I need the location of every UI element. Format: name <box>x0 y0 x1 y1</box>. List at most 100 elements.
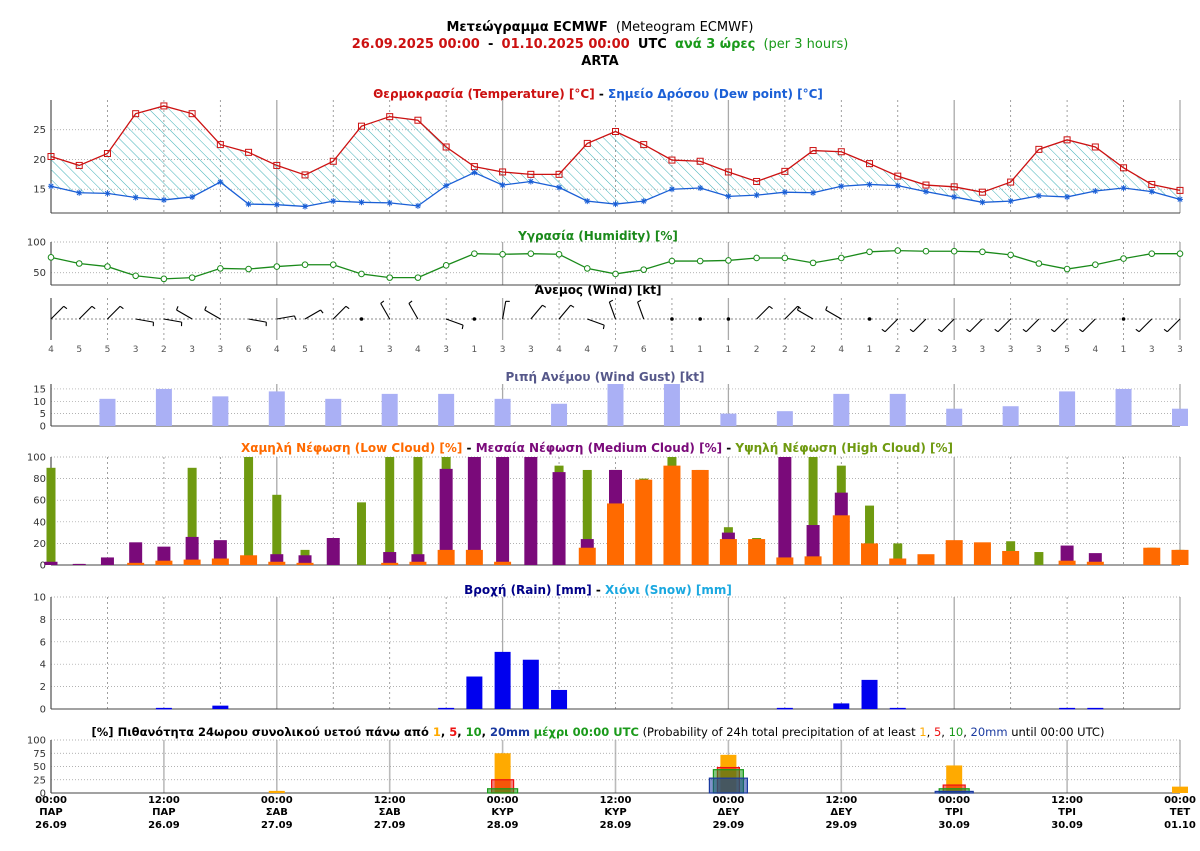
wind-barb <box>50 305 65 320</box>
gust-panel: 0 510 15 <box>33 384 1188 433</box>
gust-ytick-label: 5 <box>40 409 46 420</box>
wind-barb-flag <box>345 305 350 310</box>
wind-speed-label: 3 <box>500 345 506 355</box>
wind-barb <box>248 318 267 323</box>
wind-barb-flag <box>119 305 124 310</box>
cloud-title-sep2: - <box>722 441 735 455</box>
high-cloud-title: Υψηλή Νέφωση (High Cloud) [%] <box>734 441 953 455</box>
low-cloud-bar <box>776 557 794 565</box>
x-tick-date: 28.09 <box>487 820 519 831</box>
humidity-marker <box>725 257 732 264</box>
temperature-marker <box>1148 180 1156 188</box>
prob-bar-1 <box>268 790 285 793</box>
dew-point-marker <box>443 182 450 189</box>
wind-calm-dot <box>472 317 477 321</box>
wind-speed-label: 6 <box>246 345 252 355</box>
x-tick-time: 00:00 <box>261 795 293 806</box>
wind-speed-label: 3 <box>443 345 449 355</box>
temperature-marker <box>442 143 450 151</box>
high-cloud-bar <box>46 467 56 565</box>
humidity-marker <box>245 265 252 273</box>
mid-cloud-bar <box>298 555 312 565</box>
x-tick-time: 00:00 <box>938 795 970 806</box>
humidity-marker <box>1092 261 1099 269</box>
header-step-bold: ανά 3 ώρες <box>675 37 755 52</box>
rain-bar <box>889 707 906 710</box>
wind-speed-label: 4 <box>330 345 336 355</box>
wind-barb <box>502 301 507 320</box>
low-cloud-bar <box>917 554 935 565</box>
wind-barb-flag <box>769 305 773 310</box>
rain-bar <box>522 659 539 709</box>
wind-speed-label: 5 <box>302 345 308 355</box>
humidity-marker <box>358 270 365 278</box>
wind-speed-label: 3 <box>133 345 139 355</box>
rain-bar <box>861 679 878 709</box>
wind-barb <box>107 305 121 320</box>
prob-ytick-label: 0 <box>40 789 46 800</box>
wind-speed-label: 2 <box>895 345 901 355</box>
gust-bar <box>551 403 568 426</box>
rain-bar <box>494 651 511 709</box>
humidity-marker <box>866 248 873 256</box>
low-cloud-bar <box>1143 547 1161 565</box>
wind-speed-label: 4 <box>415 345 421 355</box>
mid-cloud-bar <box>185 536 199 565</box>
low-cloud-bar <box>804 556 822 565</box>
humidity-ytick-label: 100 <box>27 238 46 249</box>
mid-cloud-bar <box>100 557 114 565</box>
wind-barb-flag <box>909 328 914 333</box>
humidity-marker <box>160 275 168 283</box>
gust-bar <box>438 393 455 426</box>
header-range-utc: UTC <box>638 37 667 52</box>
wind-barb <box>204 309 221 320</box>
low-cloud-bar <box>409 561 427 565</box>
high-cloud-bar <box>413 457 423 565</box>
rain-bar <box>466 676 483 709</box>
wind-barb <box>997 318 1012 333</box>
gust-bar <box>1059 391 1076 426</box>
gust-ytick-label: 0 <box>40 422 46 433</box>
low-cloud-bar <box>1171 549 1189 565</box>
dew-point-marker <box>217 179 224 186</box>
temperature-marker <box>386 113 394 121</box>
prob-title-gr: [%] Πιθανότητα 24ωρου συνολικού υετού πά… <box>92 725 429 739</box>
wind-speed-label: 7 <box>613 345 619 355</box>
high-cloud-bar <box>244 457 254 565</box>
rain-bar <box>212 705 229 709</box>
dew-point-marker <box>1120 185 1127 192</box>
wind-calm-dot <box>698 317 702 321</box>
humidity-panel-title: Υγρασία (Humidity) [%] <box>517 229 678 243</box>
wind-barb-flag <box>602 325 605 330</box>
temperature-marker <box>668 156 676 164</box>
humidity-panel: 50 100 <box>27 238 1184 286</box>
prob-thr-5: 5 <box>449 725 457 739</box>
wind-barb <box>587 318 605 326</box>
wind-barb <box>408 303 419 320</box>
humidity-marker <box>329 261 337 269</box>
high-cloud-bar <box>187 467 197 565</box>
wind-speed-label: 3 <box>1036 345 1042 355</box>
wind-barb <box>608 301 617 320</box>
wind-barb-flag <box>570 304 575 308</box>
wind-barb <box>941 318 955 333</box>
x-tick-time: 12:00 <box>600 795 632 806</box>
header-line2: 26.09.2025 00:00 - 01.10.2025 00:00 UTC … <box>352 37 849 52</box>
temp-title: Θερμοκρασία (Temperature) [°C] <box>373 87 595 101</box>
wind-speed-label: 5 <box>1064 345 1070 355</box>
x-tick-time: 12:00 <box>374 795 406 806</box>
temperature-marker <box>301 171 309 179</box>
humidity-marker <box>273 263 281 270</box>
prob-ytick-label: 100 <box>27 736 46 747</box>
wind-barb-flag <box>796 306 800 311</box>
dew-point-marker <box>1177 196 1183 203</box>
cloud-ytick-label: 20 <box>33 539 46 550</box>
humidity-marker <box>47 254 55 261</box>
temperature-marker <box>1007 178 1015 186</box>
temp-ytick-label: 20 <box>33 155 46 166</box>
wind-barb <box>276 315 295 320</box>
low-cloud-bar <box>1086 561 1104 565</box>
wind-speed-label: 3 <box>951 345 957 355</box>
wind-panel-title: Άνεμος (Wind) [kt] <box>534 283 661 297</box>
wind-speed-label: 3 <box>528 345 534 355</box>
